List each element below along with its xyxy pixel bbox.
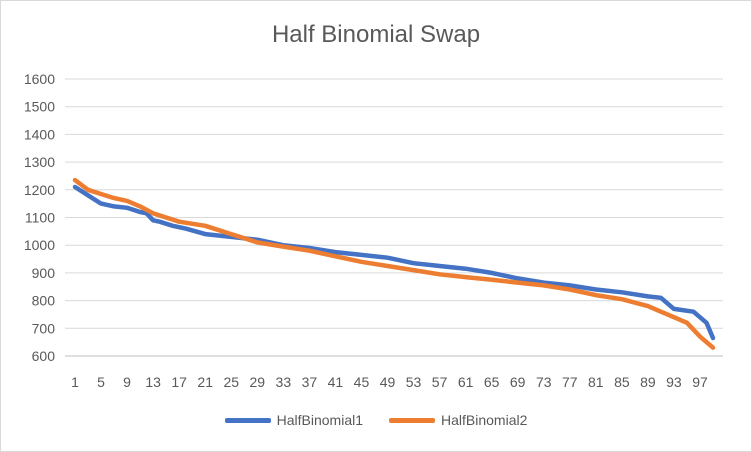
legend-label-halfbinomial2: HalfBinomial2 xyxy=(441,412,528,428)
y-tick-label: 1000 xyxy=(24,237,55,253)
x-tick-label: 53 xyxy=(406,374,422,390)
legend-label-halfbinomial1: HalfBinomial1 xyxy=(276,412,363,428)
chart-legend: HalfBinomial1 HalfBinomial2 xyxy=(1,412,751,428)
x-tick-label: 5 xyxy=(97,374,105,390)
x-tick-label: 65 xyxy=(484,374,500,390)
y-tick-label: 1100 xyxy=(25,210,55,226)
x-tick-label: 77 xyxy=(562,374,578,390)
y-tick-label: 1600 xyxy=(24,71,55,87)
x-tick-label: 49 xyxy=(380,374,396,390)
y-tick-label: 800 xyxy=(32,293,56,309)
y-tick-label: 600 xyxy=(32,348,56,364)
x-tick-label: 89 xyxy=(640,374,656,390)
x-tick-label: 73 xyxy=(536,374,552,390)
y-tick-label: 1300 xyxy=(24,154,55,170)
y-tick-label: 1500 xyxy=(24,99,55,115)
legend-item-halfbinomial2: HalfBinomial2 xyxy=(389,412,527,428)
series-line-halfbinomial2 xyxy=(72,177,716,350)
x-tick-label: 61 xyxy=(458,374,474,390)
chart-title: Half Binomial Swap xyxy=(271,21,481,48)
x-tick-label: 25 xyxy=(223,374,239,390)
x-tick-label: 97 xyxy=(692,374,708,390)
x-tick-label: 1 xyxy=(71,374,79,390)
x-tick-label: 69 xyxy=(510,374,526,390)
legend-swatch-halfbinomial1 xyxy=(224,417,271,423)
x-tick-label: 21 xyxy=(197,374,213,390)
legend-item-halfbinomial1: HalfBinomial1 xyxy=(224,412,363,428)
legend-swatch-halfbinomial2 xyxy=(389,417,435,423)
y-tick-label: 1200 xyxy=(24,182,55,198)
x-tick-label: 85 xyxy=(614,374,630,390)
y-tick-label: 900 xyxy=(32,265,56,281)
x-tick-label: 37 xyxy=(302,374,318,390)
x-tick-label: 81 xyxy=(588,374,604,390)
x-tick-label: 9 xyxy=(123,374,131,390)
x-tick-label: 45 xyxy=(354,374,370,390)
x-tick-label: 93 xyxy=(666,374,682,390)
x-tick-label: 41 xyxy=(328,374,344,390)
x-tick-label: 13 xyxy=(145,374,161,390)
y-tick-label: 1400 xyxy=(24,126,55,142)
x-tick-label: 57 xyxy=(432,374,448,390)
series-line-halfbinomial1 xyxy=(72,184,716,341)
x-tick-label: 33 xyxy=(276,374,292,390)
x-tick-label: 17 xyxy=(171,374,187,390)
y-tick-label: 700 xyxy=(32,320,56,336)
x-tick-label: 29 xyxy=(249,374,265,390)
